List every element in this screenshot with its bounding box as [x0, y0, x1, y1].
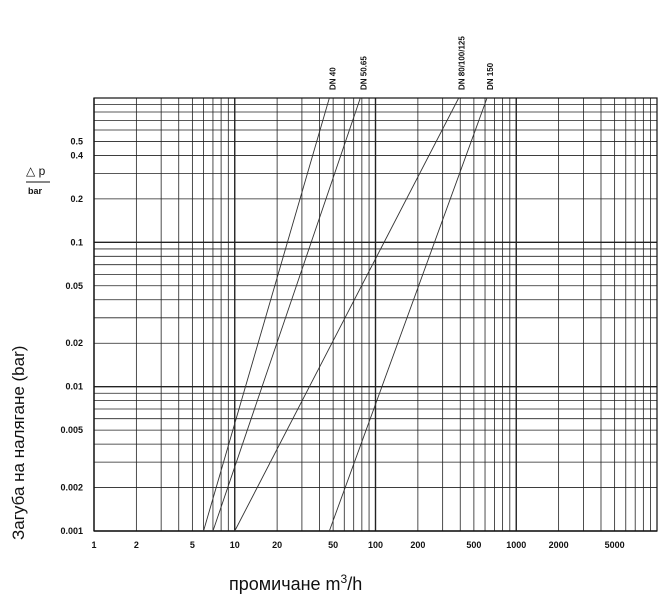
- y-tick-label: 0.1: [70, 237, 83, 247]
- y-tick-label: 0.5: [70, 136, 83, 146]
- y-tick-label: 0.02: [65, 338, 83, 348]
- delta-p-symbol: △ p: [26, 164, 46, 178]
- x-axis-label-superscript: 3: [341, 572, 348, 586]
- series-label: DN 40: [328, 67, 337, 90]
- x-tick-label: 5000: [605, 540, 625, 550]
- x-axis-label: промичане m3/h: [229, 572, 362, 594]
- x-axis-label-text: промичане m: [229, 574, 341, 594]
- x-tick-label: 500: [466, 540, 481, 550]
- series-labels: DN 40 DN 50.65 DN 80/100/125 DN 150: [328, 36, 495, 90]
- x-tick-labels: 1 2 5 10 20 50 100 200 500 1000 2000 5000: [91, 540, 624, 550]
- series-label: DN 50.65: [359, 56, 368, 90]
- x-tick-label: 5: [190, 540, 195, 550]
- x-tick-label: 10: [230, 540, 240, 550]
- plot-frame: [93, 97, 658, 532]
- y-tick-label: 0.05: [65, 281, 83, 291]
- y-tick-label: 0.01: [65, 382, 83, 392]
- x-tick-label: 20: [272, 540, 282, 550]
- series-line: [234, 97, 460, 532]
- series-line: [203, 97, 330, 532]
- series-label: DN 80/100/125: [458, 36, 467, 90]
- x-tick-label: 2: [134, 540, 139, 550]
- x-tick-label: 2000: [549, 540, 569, 550]
- delta-p-unit: bar: [28, 186, 43, 196]
- x-axis-label-unit: /h: [347, 574, 362, 594]
- x-tick-label: 1000: [506, 540, 526, 550]
- series-lines: [203, 97, 488, 532]
- series-line: [212, 97, 361, 532]
- y-tick-labels: 0.001 0.002 0.005 0.01 0.02 0.05 0.1 0.2 0.4 0.5: [60, 136, 83, 536]
- x-tick-label: 1: [91, 540, 96, 550]
- series-label: DN 150: [486, 62, 495, 90]
- x-tick-label: 200: [410, 540, 425, 550]
- y-tick-label: 0.4: [70, 150, 83, 160]
- x-tick-label: 50: [328, 540, 338, 550]
- x-tick-label: 100: [368, 540, 383, 550]
- y-tick-label: 0.002: [60, 483, 83, 493]
- delta-p-annotation: △ p bar: [26, 164, 50, 196]
- y-tick-label: 0.2: [70, 194, 83, 204]
- series-line: [328, 97, 488, 532]
- y-tick-label: 0.001: [60, 526, 83, 536]
- y-axis-label: Загуба на налягане (bar): [9, 346, 28, 540]
- y-tick-label: 0.005: [60, 425, 83, 435]
